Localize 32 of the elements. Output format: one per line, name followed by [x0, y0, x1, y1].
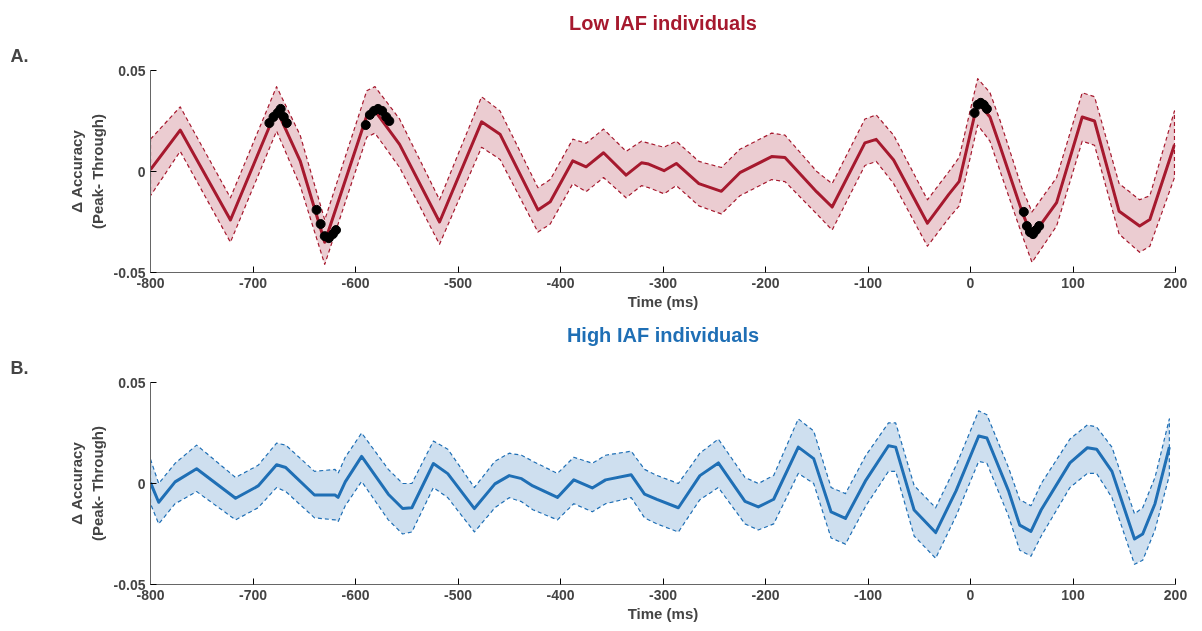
x-tick-label: 200 — [1163, 274, 1188, 291]
x-tick-label: -300 — [648, 586, 678, 603]
x-axis-title: Time (ms) — [627, 604, 699, 622]
y-tick-label: 0 — [137, 475, 146, 492]
y-axis-title: Δ Accuracy (Peak- Through) — [68, 426, 106, 541]
x-tick-label: -500 — [443, 274, 473, 291]
y-tick-label: 0.05 — [118, 374, 146, 391]
x-tick-label: 100 — [1061, 586, 1085, 603]
text: A. — [10, 45, 29, 66]
x-tick-label: -500 — [443, 586, 473, 603]
x-tick-label: 0 — [966, 274, 975, 291]
x-tick-label: 200 — [1163, 586, 1188, 603]
y-tick-label: 0 — [137, 163, 146, 180]
x-tick-label: -200 — [751, 274, 780, 291]
chart-title: Low IAF individuals — [569, 11, 757, 34]
chart-title: High IAF individuals — [566, 323, 760, 346]
x-axis-title: Time (ms) — [627, 292, 699, 310]
y-tick-label: 0.05 — [118, 62, 146, 79]
y-axis-title: Δ Accuracy (Peak- Through) — [68, 114, 106, 229]
x-tick-label: 100 — [1061, 274, 1085, 291]
x-tick-label: -400 — [546, 274, 575, 291]
x-tick-label: -600 — [341, 586, 370, 603]
text: B. — [10, 357, 29, 378]
x-tick-label: -400 — [546, 586, 575, 603]
x-tick-label: -600 — [341, 274, 370, 291]
x-tick-label: -700 — [238, 274, 268, 291]
x-tick-label: -200 — [751, 586, 780, 603]
x-tick-label: -300 — [648, 274, 678, 291]
x-tick-label: -100 — [853, 586, 883, 603]
x-tick-label: -700 — [238, 586, 268, 603]
x-tick-label: -100 — [853, 274, 883, 291]
x-tick-label: 0 — [966, 586, 975, 603]
